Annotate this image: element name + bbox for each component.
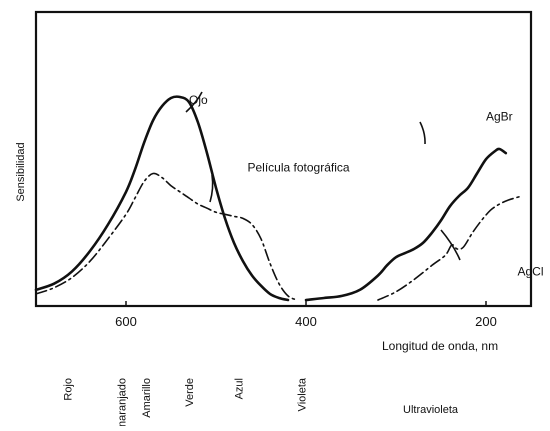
color-band-labels: Rojo Anaranjado Amarillo Verde Azul Violeta Ul…	[63, 377, 459, 431]
series-line-agcl	[377, 195, 523, 301]
band-label-violeta: Violeta	[297, 377, 309, 411]
band-label-rojo: Rojo	[63, 378, 75, 401]
band-label-amarillo: Amarillo	[141, 378, 153, 418]
band-label-anaranjado: Anaranjado	[117, 378, 129, 426]
series-label-agbr: AgBr	[486, 109, 513, 123]
x-axis-label: Longitud de onda, nm	[382, 339, 498, 353]
series-curves	[34, 95, 523, 302]
x-tick-label-400: 400	[295, 314, 317, 329]
x-tick-label-200: 200	[475, 314, 497, 329]
leader-pelicula	[209, 174, 214, 203]
x-tick-label-600: 600	[115, 314, 137, 329]
y-axis-label: Sensibilidad	[15, 142, 27, 201]
leader-agcl	[440, 229, 461, 261]
series-line-pelicula-fotografica	[35, 172, 298, 301]
plot-frame	[34, 10, 533, 308]
series-label-pelicula-fotografica: Película fotográfica	[248, 160, 350, 174]
series-line-ojo	[34, 95, 290, 302]
x-ticks: 600 400 200	[115, 301, 497, 329]
band-label-ultravioleta: Ultravioleta	[403, 404, 459, 416]
leader-ojo	[185, 91, 203, 113]
band-label-azul: Azul	[234, 378, 246, 399]
leader-agbr	[419, 121, 426, 145]
band-label-verde: Verde	[184, 378, 196, 407]
series-label-agcl: AgCl	[518, 265, 544, 279]
series-line-agbr	[304, 147, 508, 302]
